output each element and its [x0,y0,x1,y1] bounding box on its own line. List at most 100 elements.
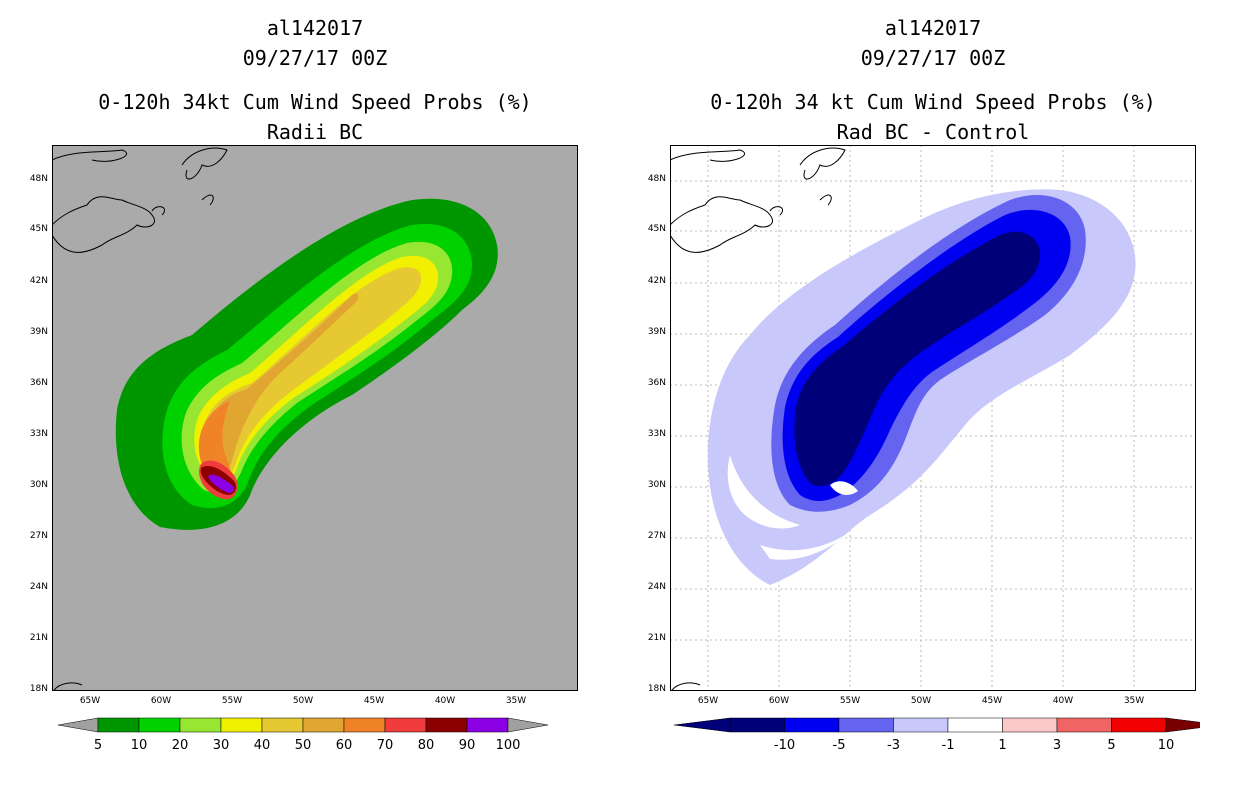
diff-contour-minus-10 [794,231,1041,487]
colorbar-label: -5 [833,738,846,753]
lat-label: 39N [647,327,666,337]
lat-label: 33N [647,429,666,439]
lon-label: 60W [150,696,172,706]
right-subtitle: Rad BC - Control [836,120,1030,144]
colorbar-label: 3 [1053,738,1061,753]
colorbar-swatch [947,717,1003,733]
lon-label: 35W [1123,696,1145,706]
lat-label: 36N [647,378,666,388]
left-map [52,145,578,691]
lon-label: 55W [221,696,243,706]
lat-label: 21N [29,633,48,643]
lat-label: 48N [29,174,48,184]
colorbar-low-arrow [57,717,99,733]
colorbar-label: 30 [213,738,230,753]
left-title: 0-120h 34kt Cum Wind Speed Probs (%) [98,90,532,114]
colorbar-label: 10 [1158,738,1175,753]
right-storm-id: al142017 [884,16,982,40]
lon-label: 65W [79,696,101,706]
colorbar-label: 1 [998,738,1006,753]
colorbar-swatch [302,717,345,733]
colorbar-high-arrow [1165,717,1200,733]
colorbar-swatch [729,717,785,733]
lat-label: 36N [29,378,48,388]
right-map-frame [670,145,1196,691]
left-date: 09/27/17 00Z [242,46,388,70]
colorbar-swatch [138,717,181,733]
colorbar-swatch [97,717,140,733]
lon-label: 40W [434,696,456,706]
right-map [670,145,1196,691]
lat-label: 45N [29,224,48,234]
lon-label: 50W [292,696,314,706]
colorbar-label: 10 [131,738,148,753]
lon-label: 45W [363,696,385,706]
right-title: 0-120h 34 kt Cum Wind Speed Probs (%) [710,90,1156,114]
colorbar-swatch [179,717,222,733]
colorbar-label: 70 [377,738,394,753]
colorbar-high-arrow [507,717,549,733]
colorbar-swatch [343,717,386,733]
lon-label: 35W [505,696,527,706]
lat-label: 24N [647,582,666,592]
lat-label: 33N [29,429,48,439]
lat-label: 48N [647,174,666,184]
colorbar-label: 5 [1107,738,1115,753]
colorbar-swatch [220,717,263,733]
colorbar-label: 60 [336,738,353,753]
lat-label: 18N [647,684,666,694]
colorbar-label: 80 [418,738,435,753]
lat-label: 30N [29,480,48,490]
colorbar-swatch [784,717,840,733]
lon-label: 50W [910,696,932,706]
colorbar-label: 50 [295,738,312,753]
prob-contour-90 [208,474,234,493]
lon-label: 40W [1052,696,1074,706]
lon-label: 55W [839,696,861,706]
lon-label: 65W [697,696,719,706]
lat-label: 21N [647,633,666,643]
colorbar-swatch [466,717,509,733]
colorbar-label: -1 [942,738,955,753]
lat-label: 39N [29,327,48,337]
right-island-coast [671,682,701,691]
lat-label: 18N [29,684,48,694]
left-subtitle: Radii BC [266,120,364,144]
colorbar-swatch [1002,717,1058,733]
right-colorbar: -10 -5 -3 -1 1 3 5 10 [673,717,1200,753]
prob-contour-40 [200,267,422,482]
colorbar-swatch [838,717,894,733]
lat-label: 27N [647,531,666,541]
left-map-frame [52,145,578,691]
colorbar-swatch [893,717,949,733]
colorbar-low-arrow [673,717,731,733]
left-storm-id: al142017 [266,16,364,40]
colorbar-label: 90 [459,738,476,753]
colorbar-swatch [425,717,468,733]
lat-label: 42N [647,276,666,286]
colorbar-label: 40 [254,738,271,753]
lat-label: 42N [29,276,48,286]
lat-label: 45N [647,224,666,234]
lat-label: 30N [647,480,666,490]
colorbar-label: -10 [774,738,795,753]
lon-label: 45W [981,696,1003,706]
right-date: 09/27/17 00Z [860,46,1006,70]
lat-label: 27N [29,531,48,541]
lon-label: 60W [768,696,790,706]
colorbar-label: 100 [496,738,521,753]
colorbar-swatch [384,717,427,733]
colorbar-swatch [261,717,304,733]
colorbar-label: 5 [94,738,102,753]
colorbar-label: 20 [172,738,189,753]
right-coastline [670,147,846,253]
left-island-coast [53,682,83,691]
left-coastline [52,147,228,253]
colorbar-swatch [1111,717,1167,733]
lat-label: 24N [29,582,48,592]
left-colorbar: 5 10 20 30 40 50 60 70 80 90 100 [57,717,549,753]
colorbar-swatch [1056,717,1112,733]
diff-contour-minus-1-gap [727,455,845,560]
colorbar-label: -3 [887,738,900,753]
diff-positive-notch [830,481,858,495]
